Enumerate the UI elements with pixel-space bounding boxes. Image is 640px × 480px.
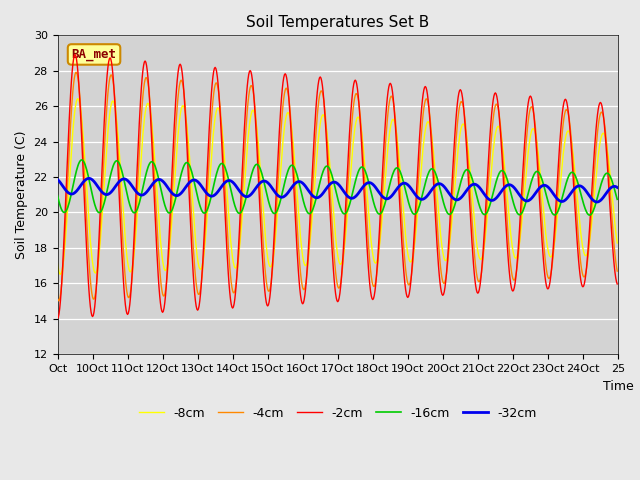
-32cm <box>120 176 128 182</box>
-16cm <box>78 157 86 163</box>
-16cm <box>613 196 621 202</box>
-32cm <box>272 190 280 196</box>
-32cm <box>223 178 230 184</box>
-2cm <box>251 103 259 108</box>
-2cm <box>120 286 128 291</box>
Line: -8cm: -8cm <box>58 99 617 274</box>
-2cm <box>223 246 230 252</box>
-32cm <box>593 199 600 205</box>
-8cm <box>74 96 82 102</box>
Line: -32cm: -32cm <box>58 179 617 202</box>
Title: Soil Temperatures Set B: Soil Temperatures Set B <box>246 15 429 30</box>
Line: -4cm: -4cm <box>58 72 617 300</box>
-2cm <box>396 202 404 208</box>
-16cm <box>428 166 435 172</box>
-2cm <box>54 316 61 322</box>
-16cm <box>54 192 61 198</box>
-16cm <box>251 164 259 169</box>
-16cm <box>223 170 230 176</box>
-16cm <box>396 168 404 174</box>
-4cm <box>397 194 404 200</box>
-8cm <box>56 271 64 277</box>
-4cm <box>428 137 436 143</box>
-32cm <box>85 176 93 181</box>
-4cm <box>613 268 621 274</box>
-8cm <box>613 240 621 246</box>
Legend: -8cm, -4cm, -2cm, -16cm, -32cm: -8cm, -4cm, -2cm, -16cm, -32cm <box>134 402 542 425</box>
-4cm <box>72 70 79 75</box>
-2cm <box>272 202 280 207</box>
-32cm <box>54 177 61 182</box>
X-axis label: Time: Time <box>603 380 634 393</box>
-32cm <box>251 187 259 193</box>
Line: -16cm: -16cm <box>58 160 617 215</box>
-4cm <box>273 206 280 212</box>
-32cm <box>428 188 435 193</box>
-4cm <box>121 267 129 273</box>
-4cm <box>224 231 232 237</box>
-2cm <box>428 136 435 142</box>
Y-axis label: Soil Temperature (C): Soil Temperature (C) <box>15 131 28 259</box>
-32cm <box>613 184 621 190</box>
-32cm <box>396 182 404 188</box>
-8cm <box>273 224 280 229</box>
Line: -2cm: -2cm <box>58 55 617 319</box>
-4cm <box>54 296 61 301</box>
-8cm <box>428 134 436 140</box>
-8cm <box>121 228 129 234</box>
-8cm <box>54 261 61 266</box>
-2cm <box>71 52 79 58</box>
-4cm <box>252 108 259 114</box>
-16cm <box>272 210 280 216</box>
-8cm <box>397 171 404 177</box>
-4cm <box>55 298 63 303</box>
-8cm <box>224 198 232 204</box>
Text: BA_met: BA_met <box>72 48 116 61</box>
-8cm <box>252 114 259 120</box>
-2cm <box>613 281 621 287</box>
-16cm <box>586 212 593 218</box>
-16cm <box>120 177 128 182</box>
